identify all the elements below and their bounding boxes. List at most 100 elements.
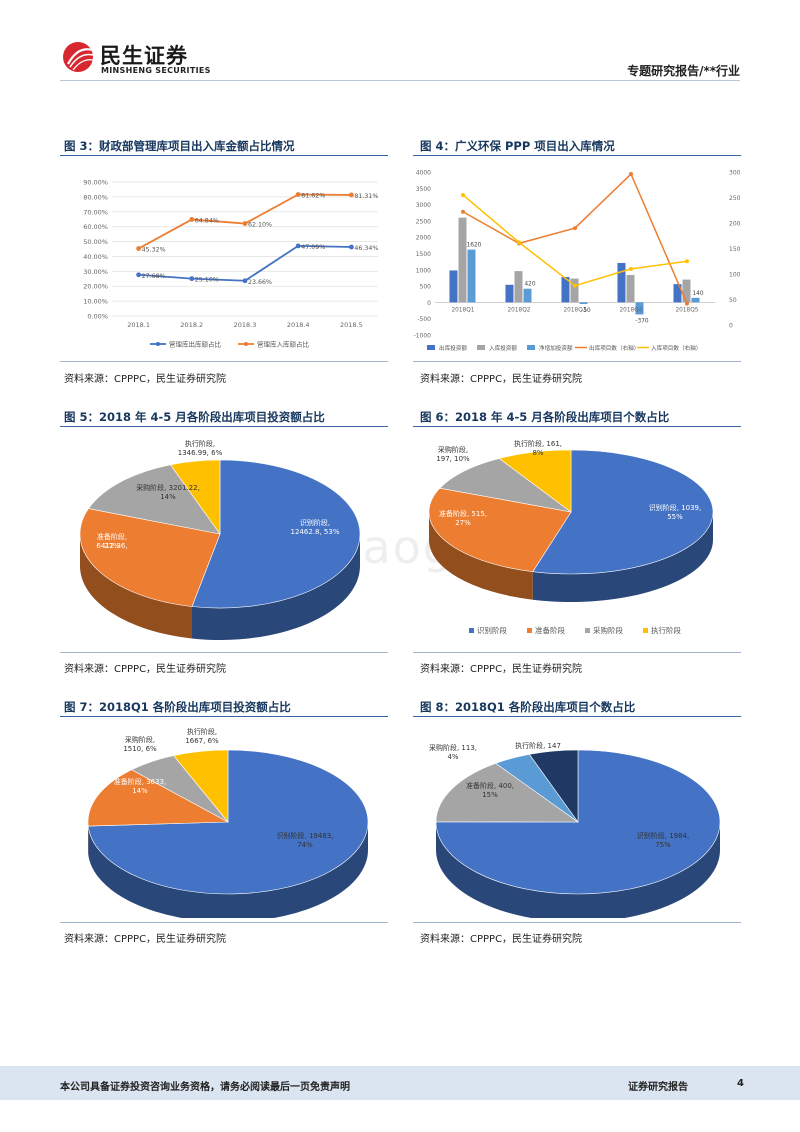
pie-label-value: 6412.36, <box>96 542 127 550</box>
pie-label-name: 准备阶段, <box>97 532 127 541</box>
footer-label: 证券研究报告 <box>628 1082 688 1093</box>
pie-slice-准备阶段 <box>435 762 579 823</box>
figure-5-source: 资料来源：CPPPC，民生证券研究院 <box>64 664 227 675</box>
pie-slice-采购阶段 <box>439 458 572 513</box>
pie-slice-side <box>436 822 720 918</box>
figure-5-pie-chart: 识别阶段,12462.8, 53% 准备阶段,6412.36,27% 采购阶段, 3… <box>79 439 361 640</box>
source-rule <box>413 652 741 653</box>
y-tick-label: 60.00% <box>83 223 108 231</box>
pie-label-name: 识别阶段, <box>300 518 330 527</box>
legend-label: 识别阶段 <box>477 625 507 635</box>
data-point <box>242 278 248 284</box>
legend-label: 执行阶段 <box>651 625 681 635</box>
y-right-tick-label: 200 <box>729 221 741 228</box>
footer-disclaimer: 本公司具备证券投资咨询业务资格，请务必阅读最后一页免责声明 <box>60 1082 350 1093</box>
legend-swatch <box>527 628 532 633</box>
bar-1 <box>626 275 635 303</box>
pie-label-name: 识别阶段, 1039, <box>649 503 702 512</box>
figure-5-title: 图 5：2018 年 4-5 月各阶段出库项目投资额占比 <box>64 410 325 424</box>
data-point <box>349 192 354 198</box>
page-header: 民生证券 MINSHENG SECURITIES 专题研究报告/**行业 <box>0 0 800 81</box>
bar-2 <box>523 288 532 303</box>
page-number: 4 <box>737 1078 744 1089</box>
y-tick-label: 40.00% <box>83 253 108 261</box>
line-series-1 <box>462 194 688 287</box>
pie-label-value: 1346.99, 6% <box>178 449 223 457</box>
source-rule <box>413 361 741 362</box>
bar-0 <box>561 276 570 303</box>
pie-slice-执行阶段 <box>528 749 579 823</box>
figure-4-source: 资料来源：CPPPC，民生证券研究院 <box>420 374 583 385</box>
pie-label-name: 识别阶段, 19483, <box>277 831 334 840</box>
figure-7-title: 图 7：2018Q1 各阶段出库项目投资额占比 <box>64 700 291 714</box>
figure-8-pie-chart: 识别阶段, 1984,75% 准备阶段, 400,15% 采购阶段, 113,4% 执… <box>429 741 721 918</box>
x-tick-label: 2018.3 <box>234 321 257 329</box>
y-left-tick-label: 2000 <box>416 235 431 242</box>
pie-label-name: 执行阶段, <box>185 439 215 448</box>
y-tick-label: 50.00% <box>83 238 108 246</box>
data-label: 27.68% <box>142 273 166 280</box>
data-point <box>189 217 195 222</box>
page-footer <box>0 1066 800 1100</box>
figure-5-rule <box>60 426 388 427</box>
bar-2 <box>635 302 644 315</box>
y-left-tick-label: 3000 <box>416 202 431 209</box>
line-point <box>685 301 689 306</box>
bar-0 <box>617 262 626 303</box>
y-left-tick-label: 0 <box>427 300 431 307</box>
data-label: 62.10% <box>248 222 272 229</box>
pie-label-pct: 75% <box>655 841 671 849</box>
legend-marker <box>244 342 248 346</box>
minsheng-logo-icon <box>63 42 94 72</box>
bar-0 <box>673 284 682 303</box>
bar-1 <box>514 271 523 303</box>
figure-4-combo-chart: -1000-5000500100015002000250030003500400… <box>414 170 741 353</box>
bar-0 <box>449 270 458 303</box>
y-right-tick-label: 150 <box>729 246 741 253</box>
pie-label-pct: 4% <box>447 753 458 761</box>
line-point <box>517 240 521 245</box>
legend-swatch <box>643 628 648 633</box>
pie-slice-识别阶段 <box>435 749 721 895</box>
x-tick-label: 2018.4 <box>287 321 310 329</box>
legend-label: 净增加投资额 <box>539 344 573 352</box>
pie-slice-side <box>191 534 360 640</box>
brand-name: 民生证券 <box>100 44 188 68</box>
line-point <box>685 259 689 264</box>
figure-6-rule <box>413 426 741 427</box>
pie-label-value: 1510, 6% <box>123 745 157 753</box>
figure-3-line-chart: 0.00% 10.00% 20.00% 30.00% 40.00% 50.00% 60.00… <box>83 179 378 349</box>
legend-swatch <box>585 628 590 633</box>
y-tick-label: 20.00% <box>83 283 108 291</box>
x-tick-label: 2018.2 <box>180 321 203 329</box>
data-point <box>349 244 354 250</box>
source-rule <box>413 922 741 923</box>
legend-label: 出库项目数（右轴） <box>589 344 639 352</box>
legend-label: 入库项目数（右轴） <box>651 344 701 352</box>
y-right-tick-label: 300 <box>729 170 741 177</box>
legend-label: 准备阶段 <box>535 625 565 635</box>
line-point <box>629 266 633 271</box>
data-point <box>295 192 301 197</box>
pie-slice-side <box>80 534 192 639</box>
y-right-tick-label: 0 <box>729 323 733 330</box>
legend-marker <box>156 342 160 346</box>
data-label: 25.10% <box>195 277 219 284</box>
data-point <box>136 272 141 278</box>
figure-7-rule <box>60 716 388 717</box>
legend-label: 采购阶段 <box>593 625 623 635</box>
legend-swatch <box>469 628 474 633</box>
data-label: 64.84% <box>195 217 219 224</box>
pie-slice-执行阶段 <box>498 449 572 513</box>
data-point <box>189 276 195 282</box>
figure-8-source: 资料来源：CPPPC，民生证券研究院 <box>420 934 583 945</box>
pie-label-name: 执行阶段, 147 <box>515 741 561 750</box>
x-tick-label: 2018.5 <box>340 321 363 329</box>
pie-slice-准备阶段 <box>79 508 221 607</box>
x-tick-label: 2018Q2 <box>507 307 530 313</box>
figure-3-source: 资料来源：CPPPC，民生证券研究院 <box>64 374 227 385</box>
figure-6-pie-chart: 识别阶段, 1039,55% 准备阶段, 515,27% 采购阶段,197, 10%… <box>428 439 714 635</box>
pie-label-name: 采购阶段, <box>438 445 468 454</box>
pie-slice-side <box>88 822 368 918</box>
bar-data-label: 420 <box>524 282 535 288</box>
